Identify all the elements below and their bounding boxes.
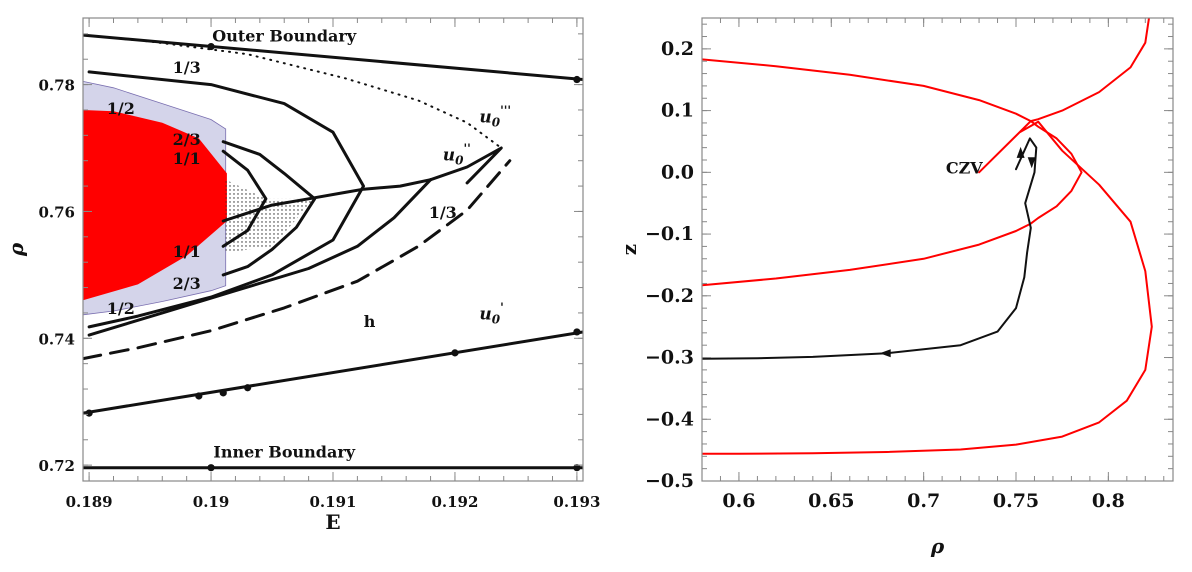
- plot-frame: [701, 17, 1174, 482]
- data-point-0: [207, 42, 215, 51]
- annotation-u0: u0'': [443, 142, 471, 168]
- series-line-3: [83, 159, 512, 361]
- y-tick-label: 0.2: [661, 38, 694, 60]
- data-point-4: [85, 409, 93, 417]
- annotation-label: CZV: [946, 159, 983, 178]
- annotation-u0: u0''': [479, 104, 511, 130]
- red-region: [83, 110, 227, 301]
- y-tick-label: 0.76: [38, 203, 75, 221]
- data-point-7: [244, 384, 252, 392]
- arrow-head-0: [1016, 146, 1025, 158]
- annotation-label: 1/2: [107, 99, 135, 118]
- x-axis-label: E: [325, 510, 340, 534]
- data-point-6: [219, 389, 227, 397]
- annotation-sub: 0: [492, 116, 501, 130]
- x-tick-label: 0.6: [722, 490, 755, 512]
- y-tick-label: −0.3: [645, 347, 694, 369]
- x-tick-label: 0.7: [907, 490, 940, 512]
- arrow-head-1: [1027, 157, 1036, 169]
- annotation-u0: u0': [479, 300, 503, 326]
- annotation-label: 1/2: [107, 299, 135, 318]
- data-point-1: [573, 75, 581, 84]
- annotation-label: Inner Boundary: [213, 443, 355, 462]
- stippled-region: [225, 179, 315, 253]
- data-point-9: [573, 328, 581, 336]
- data-point-5: [195, 392, 203, 400]
- annotation-label: Outer Boundary: [212, 26, 357, 45]
- data-point-2: [207, 464, 215, 472]
- annotation-sup: ''': [500, 104, 511, 118]
- annotation-sub: 0: [455, 154, 464, 168]
- y-tick-label: −0.2: [645, 285, 694, 307]
- annotation-label: 2/3: [173, 130, 201, 149]
- series-line-8: [221, 140, 317, 277]
- x-tick-label: 0.19: [193, 493, 230, 511]
- annotation-label: 1/3: [429, 203, 457, 222]
- plot-area: [702, 18, 1153, 455]
- y-tick-label: 0.74: [38, 330, 75, 348]
- annotation-sub: 0: [492, 312, 501, 326]
- series-czv: [702, 58, 1083, 287]
- x-tick-label: 0.65: [808, 490, 854, 512]
- series-line-2: [702, 137, 1038, 360]
- series-line-7: [221, 149, 268, 248]
- y-tick-label: −0.5: [645, 470, 694, 492]
- series-line-0: [83, 33, 583, 81]
- x-tick-label: 0.193: [553, 493, 600, 511]
- x-tick-label: 0.75: [993, 490, 1039, 512]
- data-point-3: [573, 464, 581, 472]
- annotation-sup: ': [500, 300, 504, 314]
- series-line-10: [87, 178, 433, 337]
- annotation-sup: '': [463, 142, 470, 156]
- annotation-label: 1/3: [173, 58, 201, 77]
- left-chart: 0.189 0.19 0.191 0.192 0.193 0.72 0.74 0.76 0.78…: [4, 17, 600, 534]
- y-tick-label: 0.72: [38, 457, 75, 475]
- series-line-9: [221, 178, 433, 223]
- y-tick-label: 0.78: [38, 77, 75, 95]
- data-point-8: [451, 349, 459, 357]
- series-line-4: [83, 34, 503, 149]
- right-chart: 0.6 0.65 0.7 0.75 0.8 −0.5 −0.4 −0.3 −0.2 −0.1 0.0…: [617, 17, 1174, 558]
- x-tick-label: 0.192: [431, 493, 478, 511]
- series-line-5: [429, 146, 503, 185]
- plot-area: [83, 33, 583, 472]
- annotation-label: 2/3: [173, 274, 201, 293]
- x-tick-label: 0.189: [66, 493, 113, 511]
- x-axis-label: ρ: [930, 534, 945, 558]
- y-tick-label: 0.1: [661, 100, 694, 122]
- series-line-2: [83, 330, 583, 415]
- annotation-label: h: [364, 312, 376, 331]
- x-tick-label: 0.191: [310, 493, 357, 511]
- y-axis-label: ρ: [4, 242, 28, 257]
- arrow-head-2: [879, 349, 891, 358]
- annotation-label: 1/1: [173, 149, 201, 168]
- y-tick-label: −0.4: [645, 408, 694, 430]
- y-tick-label: −0.1: [645, 223, 694, 245]
- y-tick-label: 0.0: [661, 161, 694, 183]
- y-axis-label: z: [617, 244, 641, 255]
- series-line-1: [702, 18, 1153, 455]
- annotation-label: 1/1: [173, 242, 201, 261]
- series-line-6: [87, 70, 365, 329]
- x-tick-label: 0.8: [1092, 490, 1125, 512]
